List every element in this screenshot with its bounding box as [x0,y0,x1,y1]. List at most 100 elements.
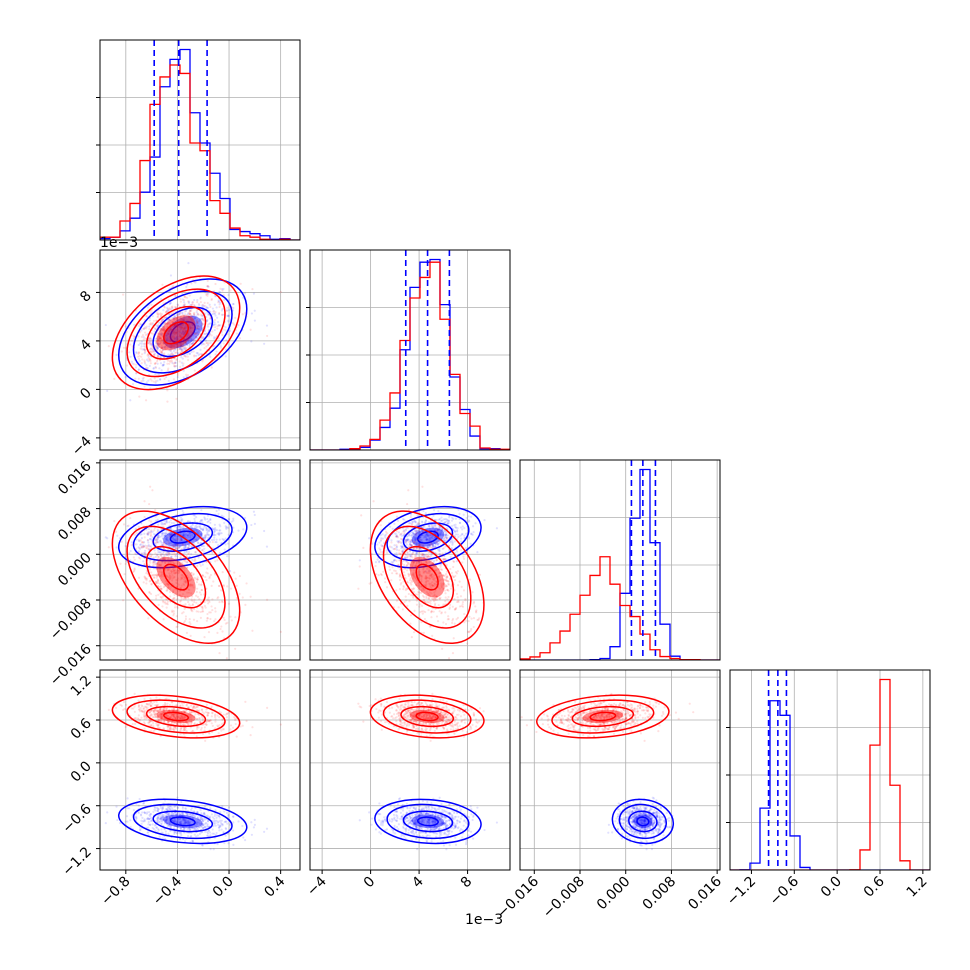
sample-point [176,625,179,628]
sample-point [440,534,443,537]
sample-point [405,553,408,557]
sample-point [203,525,207,528]
sample-point [196,539,199,542]
sample-point [177,371,180,375]
sample-point [441,532,444,535]
sample-point [415,562,418,565]
sample-point [444,530,447,533]
sample-point [428,527,431,530]
sample-point [167,309,170,312]
sample-point [168,572,171,575]
sample-point [147,532,150,535]
sample-point [205,578,208,582]
sample-point [384,536,387,539]
sample-point [219,344,222,348]
sample-point [441,647,444,650]
contour-2 [152,522,214,552]
sample-point [191,584,194,587]
sample-point [167,545,171,548]
sample-point [265,545,269,548]
sample-point [461,561,464,564]
sample-point [195,538,198,541]
sample-point [421,555,425,558]
sample-point [133,358,137,361]
sample-point [196,816,199,819]
sample-point [215,541,218,544]
sample-point [153,362,156,365]
sample-point [425,538,429,541]
sample-point [128,807,131,810]
sample-point [418,529,421,532]
sample-point [159,341,162,345]
sample-point [167,367,170,370]
sample-point [162,325,165,328]
sample-point [169,352,173,355]
sample-point [159,564,162,567]
sample-point [420,621,423,624]
sample-point [140,537,144,540]
sample-point [197,531,200,534]
sample-point [437,567,440,571]
sample-point [446,588,449,592]
sample-point [182,323,185,327]
sample-point [386,532,389,535]
sample-point [195,354,198,357]
sample-point [162,341,165,344]
sample-point [205,526,208,530]
sample-point [165,343,168,346]
sample-point [263,529,266,533]
sample-point [227,314,230,317]
sample-point [438,553,441,556]
sample-point [379,548,382,551]
sample-point [179,530,182,533]
sample-point [445,536,448,540]
sample-point [157,333,161,336]
sample-point [380,528,383,532]
sample-point [151,321,154,325]
sample-point [186,343,189,346]
sample-point [115,805,118,808]
sample-point [201,314,204,317]
sample-point [237,529,240,532]
sample-point [173,830,177,834]
sample-point [148,531,151,534]
sample-point [357,587,360,590]
sample-point [232,526,235,529]
sample-point [179,828,183,831]
sample-point [157,523,160,526]
sample-point [172,316,175,319]
sample-point [163,531,166,534]
sample-point [241,596,244,599]
sample-point [189,326,192,329]
sample-point [150,818,153,822]
sample-point [152,574,155,577]
sample-point [201,606,204,609]
sample-point [223,548,226,551]
sample-point [424,569,427,573]
sample-point [413,535,416,539]
histogram-series-1 [730,700,930,870]
sample-point [394,532,397,535]
sample-point [162,557,165,561]
sample-point [233,323,236,326]
sample-point [169,353,172,357]
sample-point [206,294,209,297]
sample-point [227,293,230,297]
sample-point [189,309,192,313]
sample-point [167,539,171,542]
sample-point [221,313,224,316]
sample-point [211,828,214,831]
sample-point [147,355,150,358]
sample-point [253,522,256,525]
sample-point [207,602,210,605]
sample-point [137,335,140,338]
sample-point [217,596,220,599]
sample-point [196,541,200,544]
sample-point [422,531,425,534]
sample-point [189,622,192,626]
sample-point [422,509,425,513]
sample-point [379,551,382,554]
sample-point [410,587,413,591]
sample-point [144,331,147,334]
sample-point [133,567,136,570]
